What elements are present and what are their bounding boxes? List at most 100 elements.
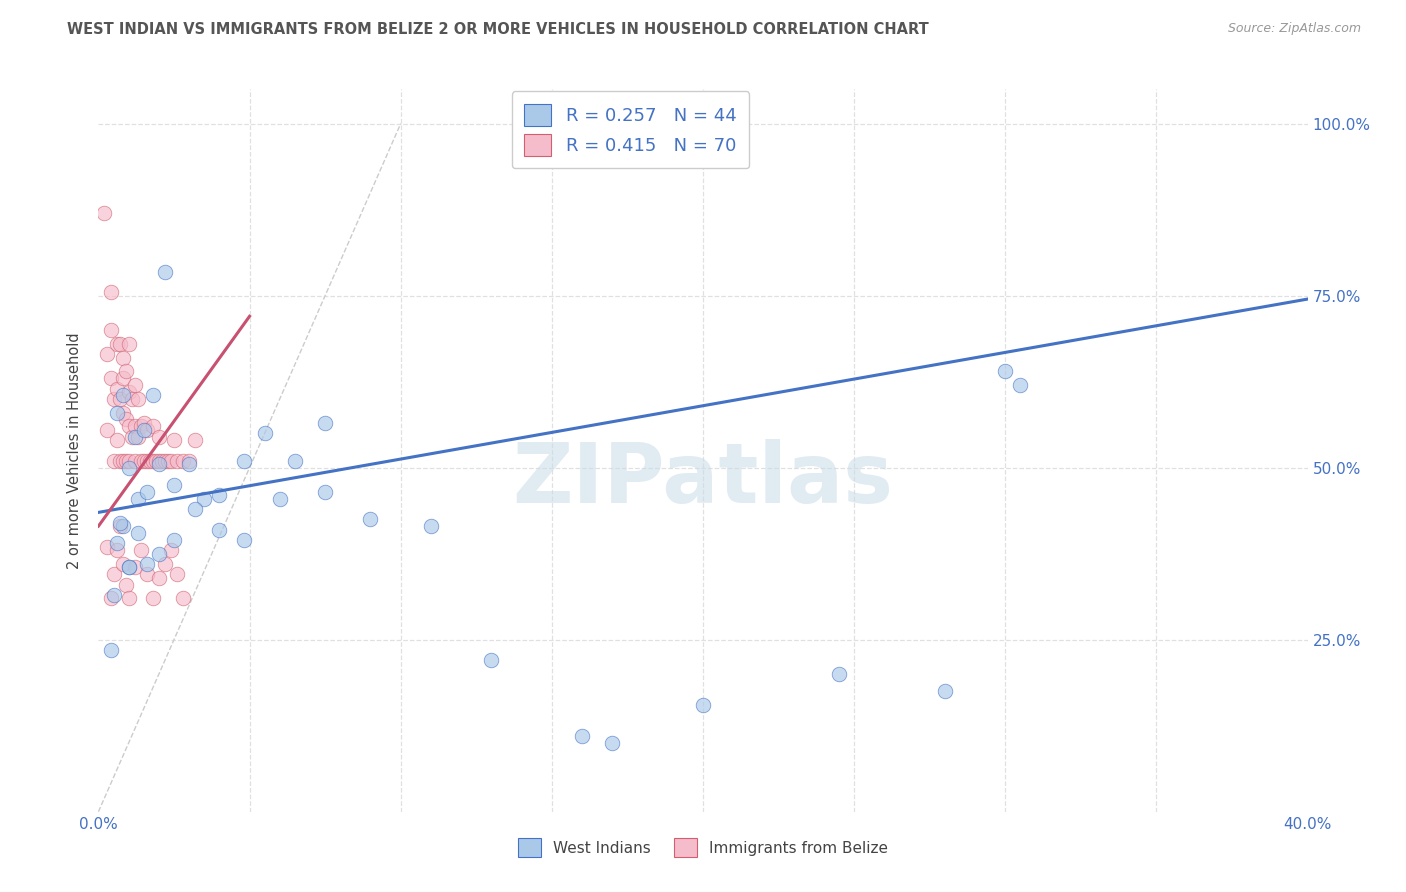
Point	[156, 454, 179, 468]
Point	[166, 567, 188, 582]
Point	[124, 378, 146, 392]
Point	[127, 392, 149, 406]
Point	[153, 557, 176, 571]
Point	[129, 454, 152, 468]
Point	[142, 388, 165, 402]
Point	[127, 526, 149, 541]
Point	[163, 433, 186, 447]
Point	[127, 430, 149, 444]
Point	[111, 351, 134, 365]
Point	[172, 454, 194, 468]
Point	[139, 454, 162, 468]
Point	[148, 457, 170, 471]
Point	[179, 454, 201, 468]
Point	[96, 540, 118, 554]
Text: WEST INDIAN VS IMMIGRANTS FROM BELIZE 2 OR MORE VEHICLES IN HOUSEHOLD CORRELATIO: WEST INDIAN VS IMMIGRANTS FROM BELIZE 2 …	[67, 22, 929, 37]
Point	[105, 406, 128, 420]
Point	[360, 512, 382, 526]
Point	[100, 371, 122, 385]
Point	[420, 519, 443, 533]
Point	[132, 454, 155, 468]
Point	[105, 433, 128, 447]
Point	[103, 567, 125, 582]
Point	[121, 430, 143, 444]
Point	[232, 454, 254, 468]
Point	[994, 364, 1017, 378]
Point	[121, 392, 143, 406]
Point	[105, 543, 128, 558]
Point	[253, 426, 276, 441]
Point	[100, 643, 122, 657]
Point	[103, 392, 125, 406]
Point	[135, 484, 157, 499]
Point	[934, 684, 956, 698]
Point	[571, 729, 593, 743]
Point	[166, 454, 188, 468]
Point	[105, 336, 128, 351]
Point	[118, 560, 141, 574]
Point	[142, 454, 165, 468]
Point	[118, 560, 141, 574]
Point	[108, 519, 131, 533]
Point	[184, 502, 207, 516]
Text: ZIPatlas: ZIPatlas	[513, 439, 893, 520]
Point	[284, 454, 307, 468]
Point	[118, 419, 141, 434]
Point	[100, 323, 122, 337]
Point	[602, 736, 624, 750]
Point	[118, 336, 141, 351]
Y-axis label: 2 or more Vehicles in Household: 2 or more Vehicles in Household	[67, 332, 83, 569]
Point	[111, 454, 134, 468]
Point	[108, 516, 131, 530]
Point	[828, 667, 851, 681]
Point	[145, 454, 167, 468]
Point	[105, 382, 128, 396]
Point	[1010, 378, 1032, 392]
Point	[111, 388, 134, 402]
Point	[132, 416, 155, 430]
Text: Source: ZipAtlas.com: Source: ZipAtlas.com	[1227, 22, 1361, 36]
Point	[184, 433, 207, 447]
Point	[314, 416, 336, 430]
Point	[135, 557, 157, 571]
Point	[135, 567, 157, 582]
Point	[160, 454, 183, 468]
Point	[172, 591, 194, 606]
Point	[129, 419, 152, 434]
Point	[108, 454, 131, 468]
Point	[692, 698, 714, 712]
Point	[118, 591, 141, 606]
Point	[114, 454, 136, 468]
Point	[129, 543, 152, 558]
Point	[208, 488, 231, 502]
Point	[153, 264, 176, 278]
Point	[132, 423, 155, 437]
Point	[111, 406, 134, 420]
Point	[114, 577, 136, 591]
Point	[105, 536, 128, 550]
Point	[93, 206, 115, 220]
Point	[148, 454, 170, 468]
Point	[96, 423, 118, 437]
Point	[103, 588, 125, 602]
Point	[124, 560, 146, 574]
Point	[150, 454, 173, 468]
Point	[96, 347, 118, 361]
Point	[269, 491, 291, 506]
Point	[114, 412, 136, 426]
Point	[179, 457, 201, 471]
Point	[103, 454, 125, 468]
Point	[148, 430, 170, 444]
Point	[163, 478, 186, 492]
Point	[108, 336, 131, 351]
Point	[111, 519, 134, 533]
Point	[111, 557, 134, 571]
Point	[135, 423, 157, 437]
Point	[124, 430, 146, 444]
Point	[148, 547, 170, 561]
Point	[135, 454, 157, 468]
Point	[142, 419, 165, 434]
Point	[127, 491, 149, 506]
Point	[111, 371, 134, 385]
Point	[232, 533, 254, 547]
